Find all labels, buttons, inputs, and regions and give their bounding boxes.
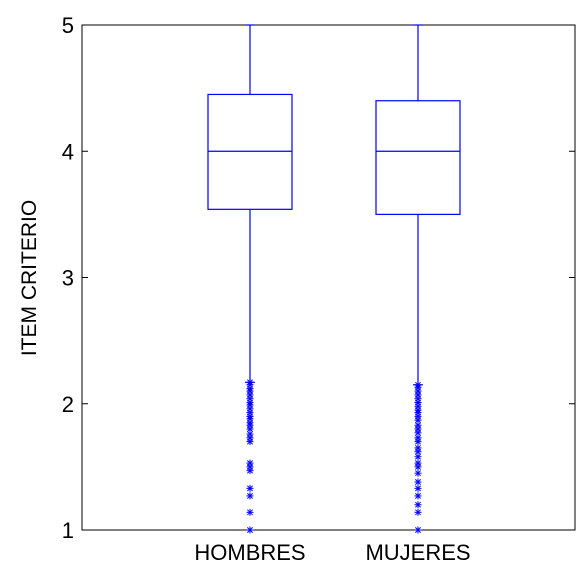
y-tick-label: 5 bbox=[62, 13, 74, 38]
outlier-point bbox=[415, 479, 422, 486]
x-category-label: MUJERES bbox=[365, 540, 470, 565]
outlier-point bbox=[415, 509, 422, 516]
y-tick-label: 2 bbox=[62, 392, 74, 417]
plot-frame bbox=[82, 25, 575, 530]
outlier-point bbox=[415, 492, 422, 499]
x-category-label: HOMBRES bbox=[194, 540, 305, 565]
outlier-point bbox=[247, 509, 254, 516]
outlier-point bbox=[415, 438, 422, 445]
box-hombres bbox=[208, 25, 292, 534]
outlier-point bbox=[415, 527, 422, 534]
outlier-point bbox=[247, 485, 254, 492]
y-tick-label: 1 bbox=[62, 518, 74, 543]
iqr-box bbox=[208, 94, 292, 209]
outlier-point bbox=[415, 485, 422, 492]
boxes bbox=[208, 25, 460, 534]
outlier-point bbox=[247, 492, 254, 499]
outlier-point bbox=[415, 501, 422, 508]
y-axis-label: ITEM CRITERIO bbox=[18, 200, 41, 356]
outlier-point bbox=[247, 438, 254, 445]
box-mujeres bbox=[376, 25, 460, 534]
y-tick-label: 4 bbox=[62, 139, 74, 164]
iqr-box bbox=[376, 101, 460, 215]
outlier-point bbox=[415, 453, 422, 460]
y-tick-label: 3 bbox=[62, 266, 74, 291]
outlier-point bbox=[247, 467, 254, 474]
outlier-point bbox=[247, 527, 254, 534]
outlier-point bbox=[415, 463, 422, 470]
axes: 1 2 3 4 5 HOMBRES MUJERES bbox=[62, 13, 575, 565]
outlier-point bbox=[415, 470, 422, 477]
